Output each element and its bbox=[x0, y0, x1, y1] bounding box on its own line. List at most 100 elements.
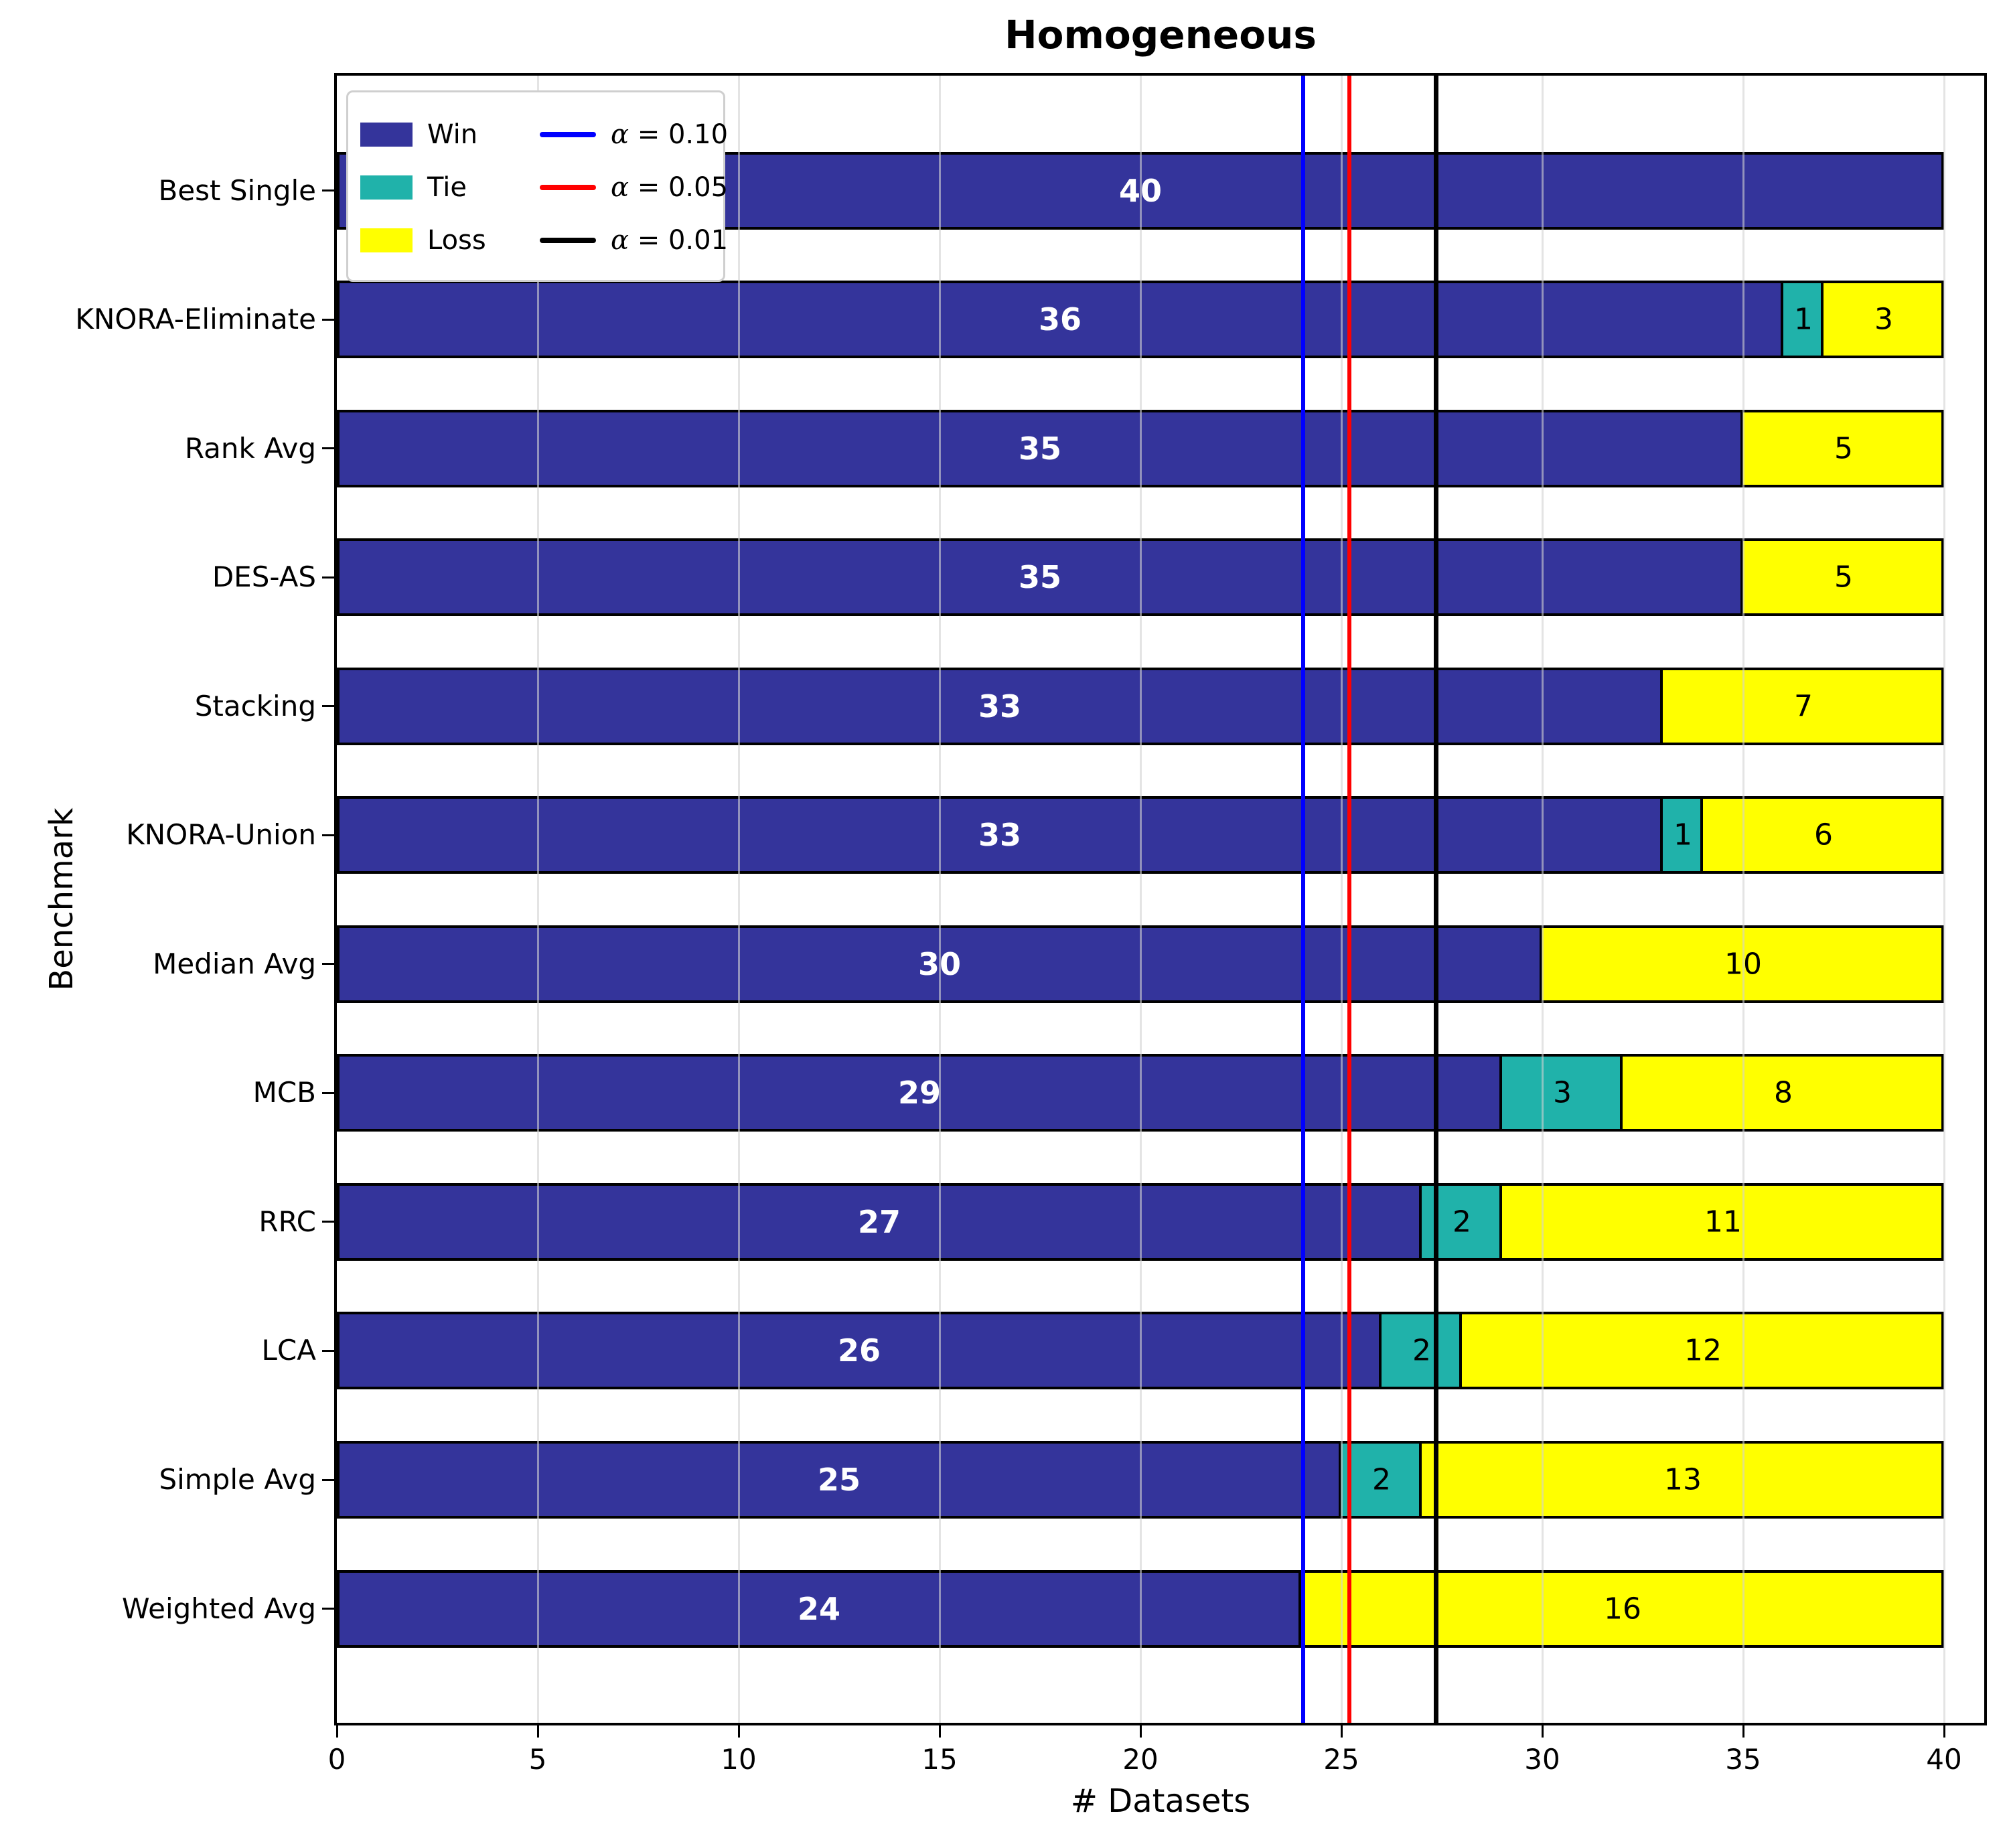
loss-swatch bbox=[360, 228, 413, 252]
y-tick bbox=[322, 1349, 334, 1352]
y-category-label: DES-AS bbox=[212, 560, 316, 594]
y-category-label: Stacking bbox=[194, 689, 316, 722]
legend-label: α = 0.01 bbox=[611, 224, 729, 256]
bar-value-label: 35 bbox=[1018, 430, 1062, 467]
bar-value-label: 16 bbox=[1604, 1592, 1641, 1626]
legend-entry-win: Win bbox=[360, 119, 540, 150]
x-tick-label: 0 bbox=[327, 1743, 346, 1776]
bar-segment-loss bbox=[1620, 1054, 1944, 1132]
gridline-x10 bbox=[737, 76, 740, 1723]
gridline-x5 bbox=[536, 76, 539, 1723]
bar-segment-win bbox=[337, 1441, 1341, 1519]
bar-segment-win bbox=[337, 538, 1743, 617]
x-tick bbox=[1340, 1725, 1343, 1738]
x-tick bbox=[1742, 1725, 1744, 1738]
bar-value-label: 2 bbox=[1412, 1333, 1431, 1368]
x-tick-label: 30 bbox=[1524, 1743, 1560, 1776]
bar-segment-loss bbox=[1419, 1441, 1944, 1519]
bar-value-label: 29 bbox=[897, 1075, 942, 1111]
bar-segment-tie bbox=[1419, 1182, 1502, 1261]
bar-segment-win bbox=[337, 1312, 1382, 1390]
x-tick bbox=[536, 1725, 539, 1738]
y-axis-label: Benchmark bbox=[43, 807, 80, 991]
y-category-label: KNORA-Union bbox=[126, 818, 316, 852]
legend-label: Loss bbox=[427, 224, 486, 256]
gridline-x30 bbox=[1541, 76, 1544, 1723]
bar-value-label: 6 bbox=[1814, 818, 1833, 852]
bar-value-label: 3 bbox=[1553, 1075, 1572, 1110]
gridline-x15 bbox=[938, 76, 941, 1723]
y-tick bbox=[322, 705, 334, 708]
y-tick bbox=[322, 1608, 334, 1610]
bar-segment-loss bbox=[1298, 1569, 1944, 1648]
bar-value-label: 27 bbox=[857, 1203, 901, 1240]
alpha-line-010 bbox=[1301, 76, 1305, 1723]
gridline-x25 bbox=[1340, 76, 1343, 1723]
legend-entry-alpha-010: α = 0.10 bbox=[540, 119, 728, 150]
x-tick-label: 35 bbox=[1725, 1743, 1761, 1776]
x-tick bbox=[737, 1725, 740, 1738]
y-category-label: RRC bbox=[258, 1205, 316, 1238]
gridline-x40 bbox=[1943, 76, 1945, 1723]
y-tick bbox=[322, 1091, 334, 1094]
x-tick-label: 15 bbox=[921, 1743, 958, 1776]
win-swatch bbox=[360, 123, 413, 147]
plot-area: 40 36 1 3 35 5 35 5 33 7 33 1 6 30 10 29 3 8 27 2 11 26 2 12 25 2… bbox=[334, 73, 1987, 1725]
legend: Win α = 0.10 Tie α = 0.05 Loss α = 0.01 bbox=[346, 90, 728, 282]
bar-value-label: 2 bbox=[1453, 1205, 1471, 1239]
alpha-line-swatch bbox=[540, 237, 596, 243]
x-tick bbox=[1541, 1725, 1544, 1738]
bar-value-label: 3 bbox=[1874, 302, 1893, 337]
tie-swatch bbox=[360, 175, 413, 200]
legend-entry-loss: Loss bbox=[360, 225, 540, 256]
x-tick bbox=[336, 1725, 338, 1738]
x-tick bbox=[1139, 1725, 1142, 1738]
y-category-label: Median Avg bbox=[153, 947, 316, 980]
plot-inner: 40 36 1 3 35 5 35 5 33 7 33 1 6 30 10 29 3 8 27 2 11 26 2 12 25 2… bbox=[337, 76, 1984, 1723]
y-category-label: Best Single bbox=[158, 173, 316, 207]
gridline-x20 bbox=[1139, 76, 1142, 1723]
alpha-line-swatch bbox=[540, 184, 596, 190]
y-tick bbox=[322, 1478, 334, 1481]
bar-value-label: 5 bbox=[1834, 431, 1853, 466]
bar-segment-loss bbox=[1459, 1312, 1944, 1390]
x-tick-label: 20 bbox=[1122, 1743, 1159, 1776]
bar-segment-loss bbox=[1499, 1182, 1944, 1261]
y-tick bbox=[322, 447, 334, 450]
x-tick-label: 5 bbox=[528, 1743, 547, 1776]
bar-segment-loss bbox=[1540, 925, 1944, 1003]
bar-segment-loss bbox=[1740, 538, 1944, 617]
legend-label: Tie bbox=[427, 171, 467, 203]
bar-segment-tie bbox=[1379, 1312, 1462, 1390]
alpha-line-swatch bbox=[540, 132, 596, 138]
x-tick bbox=[938, 1725, 941, 1738]
alpha-line-005 bbox=[1347, 76, 1351, 1723]
bar-segment-loss bbox=[1700, 796, 1944, 874]
bar-segment-tie bbox=[1499, 1054, 1623, 1132]
y-category-label: KNORA-Eliminate bbox=[75, 303, 316, 336]
y-tick bbox=[322, 576, 334, 579]
chart-title: Homogeneous bbox=[1004, 12, 1317, 58]
legend-entry-alpha-001: α = 0.01 bbox=[540, 225, 728, 256]
bar-segment-win bbox=[337, 667, 1663, 745]
y-category-label: Simple Avg bbox=[159, 1463, 316, 1496]
bar-segment-win bbox=[337, 796, 1663, 874]
bar-value-label: 1 bbox=[1794, 302, 1813, 337]
bar-value-label: 33 bbox=[978, 688, 1022, 724]
bar-value-label: 2 bbox=[1372, 1462, 1391, 1497]
bar-value-label: 12 bbox=[1684, 1333, 1722, 1368]
bar-value-label: 26 bbox=[837, 1332, 881, 1369]
gridline-x35 bbox=[1742, 76, 1744, 1723]
bar-value-label: 24 bbox=[797, 1590, 841, 1627]
alpha-line-001 bbox=[1434, 76, 1439, 1723]
y-tick bbox=[322, 834, 334, 836]
bar-value-label: 40 bbox=[1118, 172, 1163, 209]
bar-value-label: 10 bbox=[1724, 947, 1762, 982]
bar-value-label: 5 bbox=[1834, 560, 1853, 595]
y-tick bbox=[322, 1221, 334, 1223]
x-tick bbox=[1943, 1725, 1945, 1738]
bar-value-label: 13 bbox=[1664, 1462, 1702, 1497]
bar-segment-loss bbox=[1740, 409, 1944, 487]
legend-entry-alpha-005: α = 0.05 bbox=[540, 172, 728, 203]
bar-value-label: 25 bbox=[817, 1462, 861, 1498]
